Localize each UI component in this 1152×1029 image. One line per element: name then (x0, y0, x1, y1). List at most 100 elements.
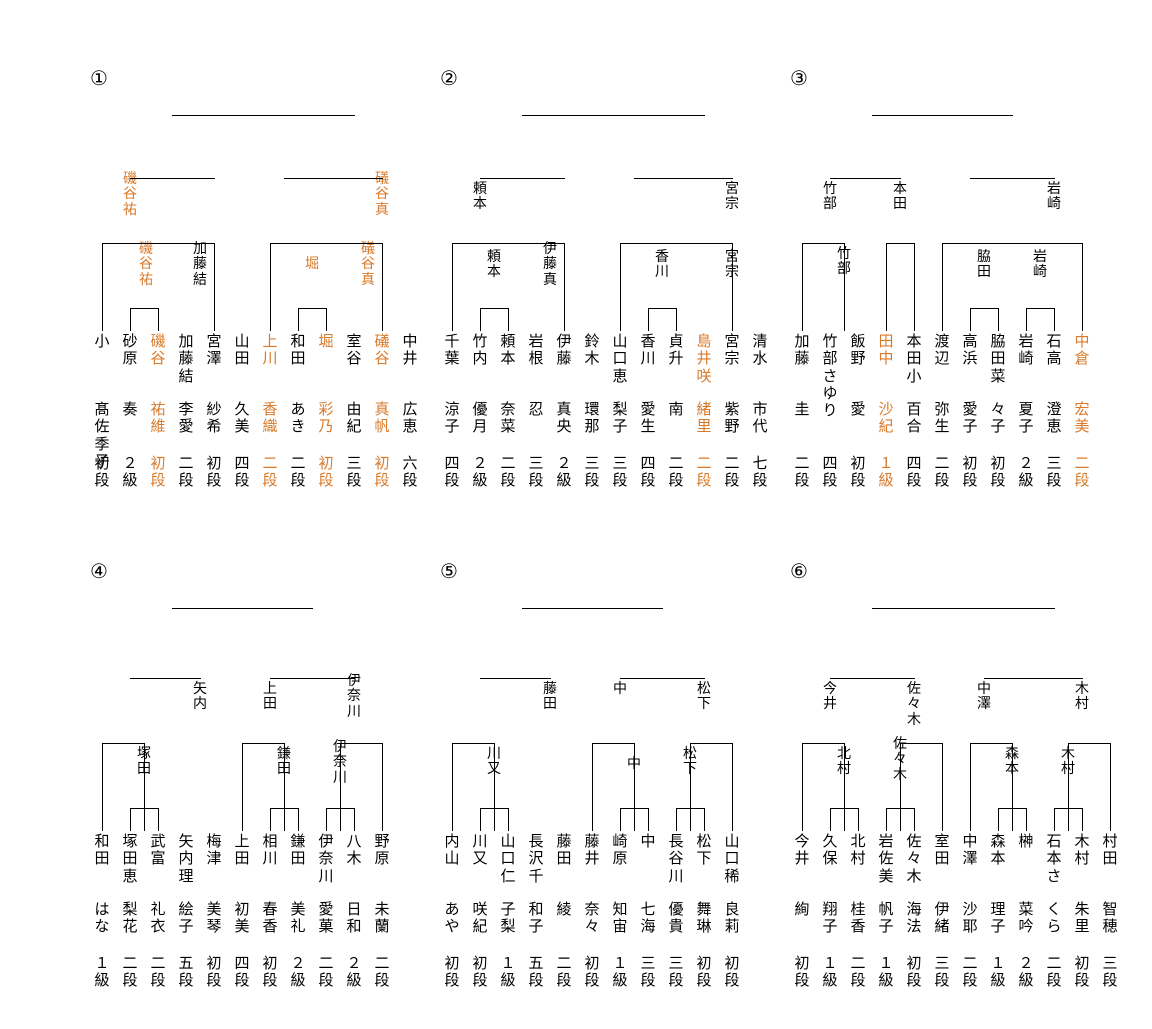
player-surname: 渡辺 (934, 332, 950, 368)
player-surname: 村田 (1102, 832, 1118, 868)
player-surname: 榊 (1018, 832, 1034, 850)
bracket-line (970, 308, 999, 309)
bracket-line (480, 178, 565, 179)
player-entry: 山口恵梨子三段 (610, 332, 630, 489)
player-given-name: 百合 (906, 400, 922, 436)
player-surname: 礒谷 (374, 332, 390, 368)
player-entry: 松下舞琳初段 (694, 832, 714, 989)
round2-winner: 本田 (893, 181, 907, 213)
player-given-name: 久美 (234, 400, 250, 436)
player-given-name: 知宙 (612, 900, 628, 936)
bracket-line (1110, 743, 1111, 831)
player-rank: 二段 (696, 454, 712, 490)
player-given-name: 梨花 (122, 900, 138, 936)
round2-winner: 礒谷真 (375, 171, 389, 218)
bracket-line (984, 678, 1083, 679)
player-entry: 塚田恵梨花二段 (120, 832, 140, 989)
player-rank: 初段 (962, 454, 978, 490)
player-surname: 北村 (850, 832, 866, 868)
player-rank: 四段 (234, 954, 250, 990)
player-given-name: 紫野 (724, 400, 740, 436)
player-surname: 砂原 (122, 332, 138, 368)
bracket-line (830, 808, 831, 831)
player-rank: 初段 (472, 954, 488, 990)
player-rank: 二段 (962, 954, 978, 990)
player-rank: 三段 (528, 454, 544, 490)
player-given-name: 海法 (906, 900, 922, 936)
round1-winner: 礒谷真 (361, 241, 375, 288)
player-rank: 六段 (402, 454, 418, 490)
bracket-line (1054, 308, 1055, 331)
bracket-line (354, 808, 355, 831)
player-entry: 中澤沙耶二段 (960, 832, 980, 989)
player-entry: 香川愛生四段 (638, 332, 658, 489)
player-surname: 木村 (1074, 832, 1090, 868)
player-given-name: 髙佐季子 (94, 400, 110, 470)
player-rank: 三段 (934, 954, 950, 990)
bracket-line (480, 678, 551, 679)
bracket-line (690, 743, 733, 744)
player-given-name: 愛 (850, 400, 866, 418)
bracket-line (830, 178, 901, 179)
player-surname: 藤井 (584, 832, 600, 868)
bracket-line (592, 743, 635, 744)
bracket-line (522, 608, 663, 609)
player-surname: 相川 (262, 832, 278, 868)
player-surname: 脇田菜 (990, 332, 1006, 385)
bracket-line (648, 808, 649, 831)
bracket-line (648, 308, 649, 331)
player-rank: 初段 (696, 954, 712, 990)
bracket-line (340, 743, 341, 831)
player-entry: 相川春香初段 (260, 832, 280, 989)
round2-winner: 伊奈川 (347, 673, 361, 720)
player-surname: 宮宗 (724, 332, 740, 368)
bracket-line (452, 243, 453, 331)
group-number: ③ (790, 66, 808, 90)
player-surname: 石本さ (1046, 832, 1062, 885)
player-surname: 今井 (794, 832, 810, 868)
player-entry: 千葉涼子四段 (442, 332, 462, 489)
player-surname: 野原 (374, 832, 390, 868)
bracket-line (340, 743, 383, 744)
bracket-line (382, 743, 383, 831)
player-entry: 中井広恵六段 (400, 332, 420, 489)
player-surname: 山口恵 (612, 332, 628, 385)
player-entry: 貞升南二段 (666, 332, 686, 489)
player-rank: 二段 (934, 454, 950, 490)
player-rank: 二段 (850, 954, 866, 990)
player-surname: 岩佐美 (878, 832, 894, 885)
player-surname: 長谷川 (668, 832, 684, 885)
player-given-name: 沙紀 (878, 400, 894, 436)
player-entry: 長谷川優貴三段 (666, 832, 686, 989)
player-given-name: 美礼 (290, 900, 306, 936)
player-surname: 竹部さゆり (822, 332, 838, 419)
player-rank: 初段 (94, 454, 110, 490)
bracket-line (494, 743, 495, 831)
player-entry: 木村朱里初段 (1072, 832, 1092, 989)
player-surname: 松下 (696, 832, 712, 868)
player-given-name: 優貴 (668, 900, 684, 936)
player-given-name: 奈々 (584, 900, 600, 936)
player-surname: 山口稀 (724, 832, 740, 885)
player-given-name: 宏美 (1074, 400, 1090, 436)
player-surname: 千葉 (444, 332, 460, 368)
player-rank: 二段 (500, 454, 516, 490)
player-entry: 中七海三段 (638, 832, 658, 989)
player-given-name: 忍 (528, 400, 544, 418)
player-rank: 初段 (906, 954, 922, 990)
player-given-name: 愛生 (640, 400, 656, 436)
player-surname: 伊藤 (556, 332, 572, 368)
round2-winner: 藤田 (543, 681, 557, 713)
player-rank: 七段 (752, 454, 768, 490)
bracket-line (452, 743, 495, 744)
player-rank: 三段 (346, 454, 362, 490)
player-rank: 二段 (122, 954, 138, 990)
